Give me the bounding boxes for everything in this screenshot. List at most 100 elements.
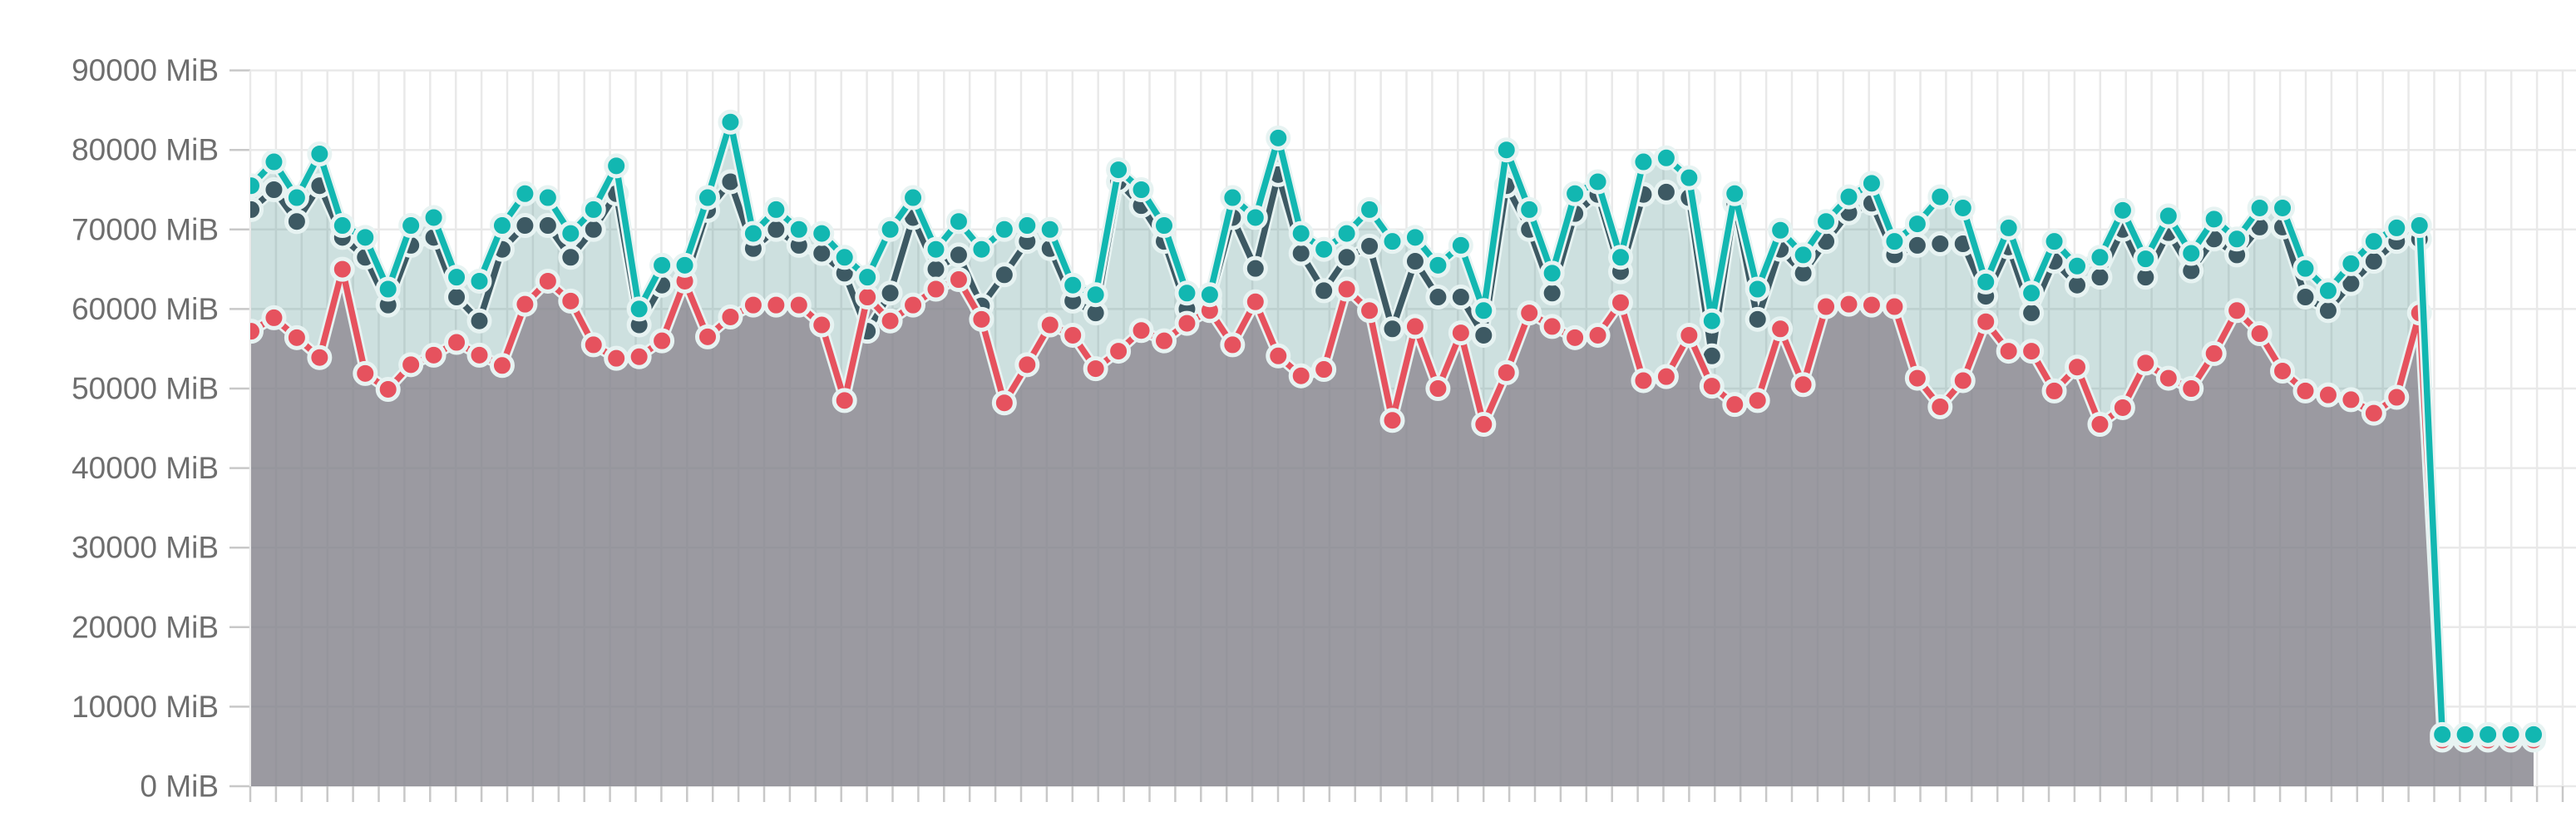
teal-series-points [250,109,2546,747]
red-series-point [558,288,584,314]
teal-series-point [695,185,720,210]
red-series-point [901,292,926,318]
teal-series-point [2315,278,2341,304]
y-axis-label: 60000 MiB [72,292,219,326]
red-series-point [923,276,949,302]
slate-series-point [444,285,470,310]
red-series-point [1471,412,1497,438]
y-axis-label: 70000 MiB [72,212,219,246]
teal-series-point [991,216,1017,242]
red-series-point [250,319,264,344]
teal-series-point [1128,177,1154,202]
red-series-point [1266,343,1291,369]
teal-series-point [1037,216,1063,242]
red-series-point [1220,332,1246,358]
red-series-point [2270,358,2296,384]
red-series-point [1379,408,1405,433]
slate-series-point [250,196,264,222]
red-series-point [1608,290,1633,315]
teal-series-point [1357,196,1383,222]
teal-series-point [1174,280,1200,306]
red-series-point [261,305,287,330]
red-series-point [1996,339,2021,364]
teal-series-point [375,276,401,302]
teal-series-point [877,216,903,242]
teal-series-point [1836,184,1862,210]
teal-series-point [1653,145,1679,171]
teal-series-point [832,245,857,270]
red-series-point [2384,384,2410,410]
teal-series-point [2521,721,2546,747]
red-series-point [1790,372,1816,398]
teal-series-point [2270,195,2296,220]
teal-series-point [421,205,447,230]
red-series-point [2224,298,2250,324]
y-axis-label: 0 MiB [140,770,219,804]
red-series-point [535,268,560,294]
y-axis-label: 30000 MiB [72,531,219,565]
slate-series-point [2087,265,2113,290]
teal-series-point [1904,211,1930,237]
teal-series-point [1722,181,1748,206]
teal-series-point [1562,181,1588,206]
red-series-point [489,353,515,379]
red-series-point [2315,382,2341,408]
teal-series-point [2019,280,2045,306]
red-series-point [512,291,538,317]
red-series-point [284,324,309,350]
teal-series-point [945,209,971,235]
teal-series-point [353,225,378,250]
teal-series-point [398,213,424,239]
red-series-point [626,344,652,369]
slate-series-point [1242,255,1268,281]
red-series-point [1927,394,1953,419]
slate-series-point [1311,278,1337,304]
teal-series-point [1493,137,1519,163]
slate-series-point [2019,300,2045,326]
teal-series-point [2155,203,2181,229]
slate-series-point [877,280,903,306]
slate-series-point [1357,233,1383,259]
red-series-point [2133,350,2159,376]
teal-series-point [1311,236,1337,262]
teal-series-point [1242,205,1268,230]
teal-series-point [444,265,470,290]
teal-series-point [1448,232,1473,258]
red-series-point [1539,314,1565,339]
teal-series-point [2384,215,2410,240]
teal-series-point [2430,721,2455,747]
teal-series-point [2065,253,2090,279]
red-series-point [1060,322,1086,348]
teal-series-point [626,296,652,322]
red-series-point [945,267,971,293]
red-series-point [1128,318,1154,344]
teal-series-point [2338,250,2364,276]
red-series-point [786,292,812,318]
red-series-point [1858,292,1884,318]
red-series-point [969,306,994,332]
teal-series-point [512,181,538,206]
teal-series-point [307,141,333,166]
red-series-point [580,332,606,358]
teal-series-point [1379,229,1405,255]
teal-series-point [284,185,309,210]
teal-series-point [1996,215,2021,240]
y-axis-label: 40000 MiB [72,451,219,485]
slate-series-point [466,308,492,334]
red-series-point [1676,322,1702,348]
teal-series-point [2133,246,2159,272]
red-series-point [353,360,378,386]
teal-series-point [261,149,287,175]
red-series-point [855,285,881,310]
red-series-point [1083,356,1108,382]
teal-series-point [1083,282,1108,308]
red-series-point [2110,394,2135,420]
teal-series-point [809,220,835,246]
teal-series-point [1517,196,1542,222]
teal-series-point [740,220,766,246]
slate-series-point [1927,231,1953,257]
teal-series-point [718,109,743,135]
red-series-point [2065,354,2090,380]
